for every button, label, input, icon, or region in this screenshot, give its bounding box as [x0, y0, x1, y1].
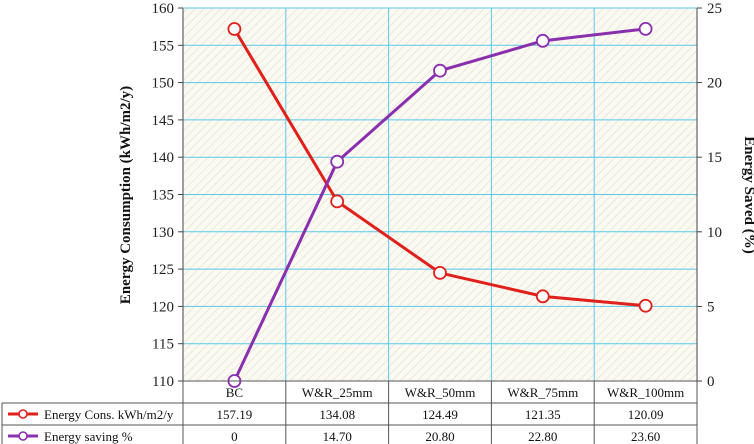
right-tick-label: 25 [707, 1, 722, 17]
table-cell: 14.70 [323, 429, 352, 444]
left-axis-title: Energy Consumption (kWh/m2/y) [118, 86, 134, 304]
table-cell: 124.49 [422, 407, 458, 422]
left-tick-label: 130 [152, 225, 175, 241]
table-cell: 0 [231, 429, 238, 444]
right-tick-label: 20 [707, 76, 722, 92]
left-tick-label: 120 [152, 299, 175, 315]
category-label: W&R_75mm [507, 385, 578, 400]
data-point [535, 33, 550, 48]
left-tick-label: 145 [152, 113, 175, 129]
left-tick-label: 150 [152, 76, 175, 92]
data-point [638, 21, 653, 36]
table-cell: 23.60 [631, 429, 660, 444]
left-tick-label: 155 [152, 38, 175, 54]
data-point [330, 154, 345, 169]
legend-marker-2 [18, 431, 28, 441]
table-cell: 20.80 [425, 429, 454, 444]
legend-label-2: Energy saving % [44, 429, 133, 444]
left-tick-label: 140 [152, 150, 175, 166]
right-tick-label: 0 [707, 374, 715, 390]
data-point [433, 63, 447, 78]
category-label: BC [226, 385, 243, 400]
data-table: BC W&R_25mm W&R_50mm W&R_75mm W&R_100mm Energ… [1, 380, 698, 444]
table-cell: 134.08 [319, 407, 355, 422]
category-label: W&R_50mm [405, 385, 476, 400]
legend-marker-1 [18, 409, 28, 419]
data-point [638, 298, 653, 313]
left-tick-label: 115 [152, 337, 174, 353]
left-axis-ticks: 110 115 120 125 130 135 140 145 150 155 160 [152, 1, 183, 390]
legend-label-1: Energy Cons. kWh/m2/y [44, 407, 174, 422]
table-cell: 22.80 [528, 429, 557, 444]
left-tick-label: 135 [152, 188, 175, 204]
right-tick-label: 15 [707, 150, 722, 166]
right-tick-label: 10 [707, 225, 722, 241]
data-point [433, 266, 447, 280]
table-cell: 121.35 [525, 407, 561, 422]
left-tick-label: 110 [152, 374, 174, 390]
left-tick-label: 125 [152, 262, 175, 278]
left-tick-label: 160 [152, 1, 175, 17]
category-label: W&R_25mm [302, 385, 373, 400]
data-point [535, 289, 550, 304]
category-label: W&R_100mm [607, 385, 684, 400]
data-point [227, 22, 242, 36]
data-point [330, 194, 345, 209]
right-axis-ticks: 0 5 10 15 20 25 [697, 1, 722, 390]
data-points [227, 21, 653, 388]
right-tick-label: 5 [707, 299, 715, 315]
table-cell: 157.19 [217, 407, 253, 422]
table-cell: 120.09 [628, 407, 664, 422]
right-axis-title: Energy Saved (%) [741, 136, 754, 254]
